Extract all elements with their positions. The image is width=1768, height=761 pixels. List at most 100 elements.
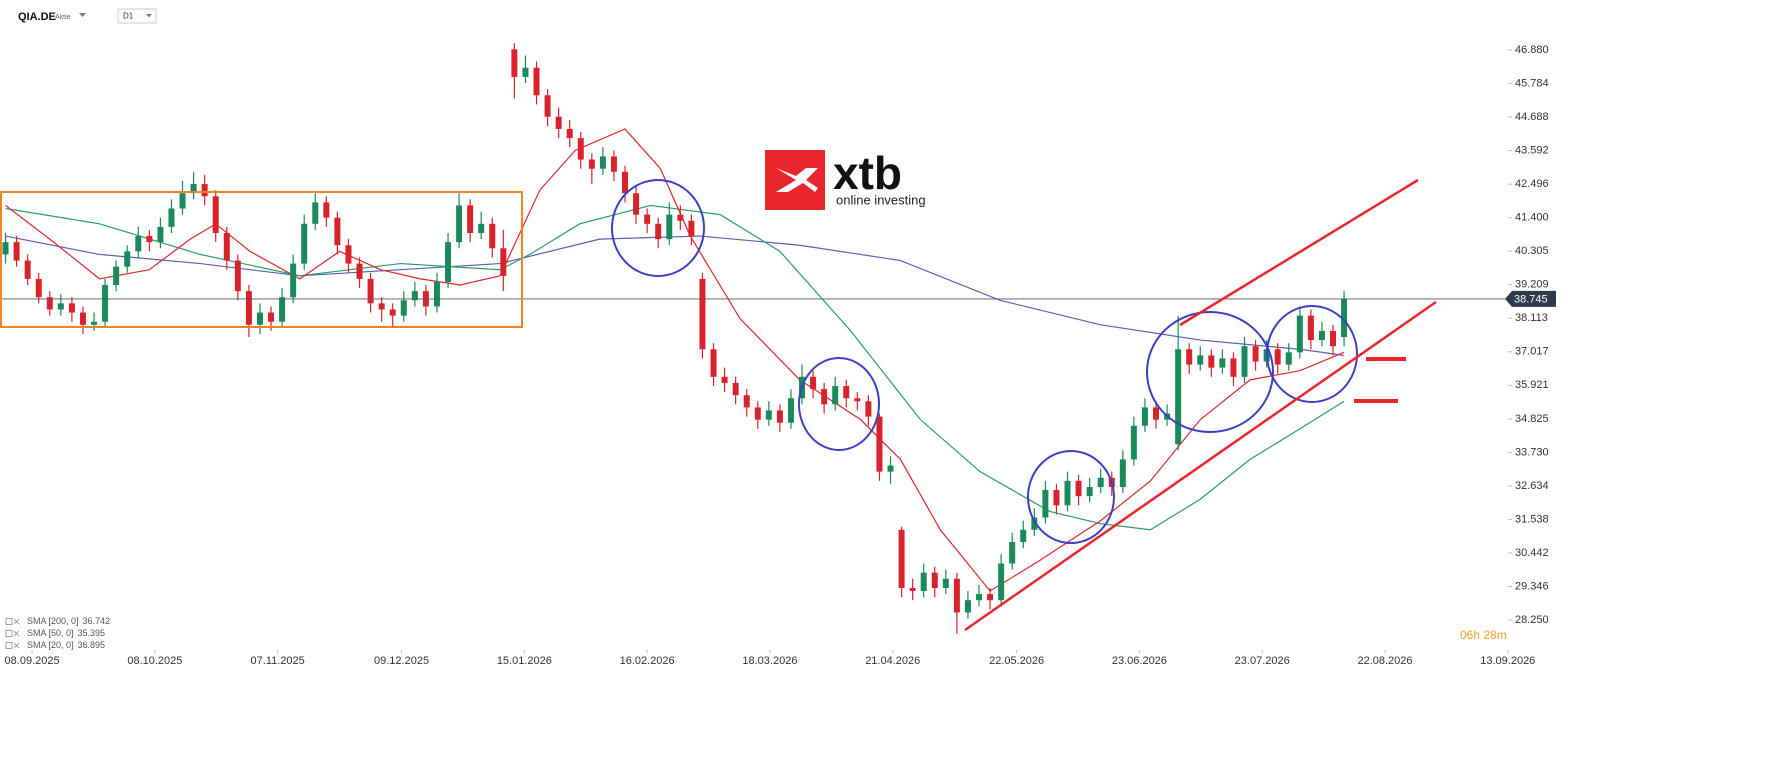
candle-body [46, 297, 53, 310]
candle-body [1053, 490, 1060, 506]
candle-body [1175, 349, 1182, 445]
candle-body [279, 297, 286, 322]
candle-body [754, 407, 761, 420]
x-tick-label: 18.03.2026 [742, 655, 797, 667]
candle-body [633, 193, 640, 215]
candle-body [577, 138, 584, 160]
candle-body [79, 312, 86, 325]
x-tick-label: 23.06.2026 [1112, 655, 1167, 667]
candle-body [1075, 480, 1082, 497]
candle-timer: 06h 28m [1460, 628, 1507, 642]
y-tick-label: 46.880 [1515, 44, 1549, 56]
candle-body [920, 572, 927, 592]
candle-body [610, 156, 617, 172]
y-tick-label: 32.634 [1515, 480, 1549, 492]
legend-value: 35.395 [78, 628, 106, 638]
y-tick-label: 42.496 [1515, 178, 1549, 190]
candle-body [190, 184, 197, 194]
candle-body [1197, 355, 1204, 365]
candle-body [1086, 486, 1093, 497]
candle-body [1241, 346, 1248, 377]
candle-body [1341, 298, 1348, 338]
x-tick-label: 13.09.2026 [1480, 655, 1535, 667]
candle-body [1285, 352, 1292, 365]
candle-body [1296, 315, 1303, 353]
candle-body [500, 248, 507, 276]
candle-body [1042, 490, 1049, 518]
candle-body [1153, 407, 1160, 420]
candle-body [688, 220, 695, 237]
candle-body [367, 278, 374, 304]
candle-body [201, 184, 208, 197]
candle-body [987, 594, 994, 601]
candle-body [345, 245, 352, 264]
legend-close [13, 642, 20, 649]
candle-body [102, 285, 109, 322]
candle-body [588, 159, 595, 169]
legend-icon [5, 642, 13, 649]
resistance-line [1179, 178, 1419, 327]
candle-body [256, 312, 263, 325]
candle-body [268, 312, 275, 322]
y-tick-label: 31.538 [1515, 513, 1549, 525]
candle-body [887, 465, 894, 472]
candle-body [168, 208, 175, 227]
circle [1027, 450, 1115, 544]
x-tick-label: 09.12.2025 [374, 655, 429, 667]
circle [798, 357, 880, 451]
logo-mark [776, 168, 818, 192]
last-price-box [1505, 290, 1556, 307]
candle-body [544, 95, 551, 117]
interval-box[interactable] [117, 8, 157, 24]
y-tick-label: 37.017 [1515, 346, 1549, 358]
candle-body [765, 410, 772, 420]
y-tick-label: 43.592 [1515, 145, 1549, 157]
x-tick-label: 07.11.2025 [251, 655, 305, 667]
last-price-label: 38.745 [1514, 293, 1548, 305]
y-tick-label: 35.921 [1515, 379, 1549, 391]
legend-icon [5, 630, 13, 637]
circle [1146, 311, 1274, 433]
candle-body [312, 202, 319, 224]
logo-box [765, 150, 825, 210]
candle-body [1186, 349, 1193, 365]
candle-body [1064, 480, 1071, 506]
candle-body [832, 385, 839, 405]
x-tick-label: 23.07.2026 [1235, 655, 1290, 667]
legend-name: SMA [20, 0] [27, 640, 74, 650]
candle-body [566, 128, 573, 139]
candle-body [976, 594, 983, 601]
candle-body [1119, 459, 1126, 487]
candle-body [1274, 349, 1281, 365]
symbol: QIA.DE [18, 11, 56, 23]
candle-body [909, 587, 916, 592]
circle [1266, 305, 1358, 403]
candle-body [1330, 330, 1337, 347]
candle-body [301, 223, 308, 264]
candle-body [1020, 529, 1027, 543]
candle-body [146, 236, 153, 243]
candle-body [433, 281, 440, 307]
candle-body [223, 232, 230, 261]
candle-body [655, 223, 662, 240]
candle-body [644, 214, 651, 224]
candle-body [456, 205, 463, 243]
sma-line [5, 204, 1345, 531]
candle-body [411, 291, 418, 301]
candle-body [732, 382, 739, 396]
symbol-dropdown[interactable] [79, 13, 86, 17]
candle-body [821, 389, 828, 405]
candle-body [91, 321, 98, 325]
y-tick-label: 30.442 [1515, 547, 1549, 559]
candle-body [666, 214, 673, 240]
candle-body [68, 303, 75, 313]
candle-body [378, 303, 385, 310]
candle-body [467, 205, 474, 233]
candle-body [854, 398, 861, 402]
interval: D1 [123, 12, 134, 21]
x-tick-label: 16.02.2026 [620, 655, 675, 667]
candle-body [245, 291, 252, 325]
x-tick-label: 21.04.2026 [865, 655, 920, 667]
